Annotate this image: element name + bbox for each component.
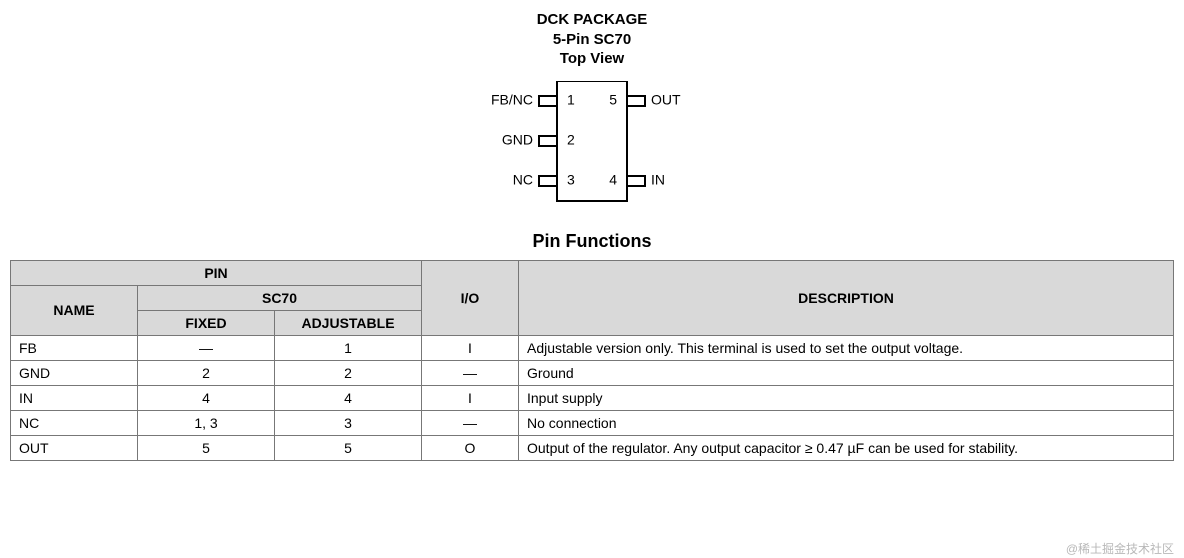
pin-5-box — [627, 96, 645, 106]
header-line-1: DCK PACKAGE — [10, 10, 1174, 30]
pin-5-num: 5 — [609, 91, 617, 107]
pin-5-label: OUT — [651, 91, 681, 107]
pin-4-box — [627, 176, 645, 186]
cell-io: I — [422, 335, 519, 360]
cell-name: OUT — [11, 435, 138, 460]
pin-3-num: 3 — [567, 171, 575, 187]
cell-description: Output of the regulator. Any output capa… — [519, 435, 1174, 460]
table-row: OUT55OOutput of the regulator. Any outpu… — [11, 435, 1174, 460]
pin-2-label: GND — [502, 131, 533, 147]
cell-name: GND — [11, 360, 138, 385]
cell-description: Input supply — [519, 385, 1174, 410]
pin-2-box — [539, 136, 557, 146]
cell-description: Ground — [519, 360, 1174, 385]
pin-4-label: IN — [651, 171, 665, 187]
chip-diagram: 1 FB/NC 2 GND 3 NC 5 OUT 4 IN — [10, 81, 1174, 211]
cell-adjustable: 3 — [275, 410, 422, 435]
th-sc70: SC70 — [138, 285, 422, 310]
cell-adjustable: 5 — [275, 435, 422, 460]
cell-description: No connection — [519, 410, 1174, 435]
th-io: I/O — [422, 260, 519, 335]
cell-io: I — [422, 385, 519, 410]
pin-3-box — [539, 176, 557, 186]
chip-svg: 1 FB/NC 2 GND 3 NC 5 OUT 4 IN — [447, 81, 737, 211]
cell-fixed: 5 — [138, 435, 275, 460]
table-row: NC1, 33—No connection — [11, 410, 1174, 435]
th-name: NAME — [11, 285, 138, 335]
header-line-3: Top View — [10, 49, 1174, 69]
pin-1-label: FB/NC — [491, 91, 533, 107]
pin-functions-table: PIN I/O DESCRIPTION NAME SC70 FIXED ADJU… — [10, 260, 1174, 461]
pin-2-num: 2 — [567, 131, 575, 147]
cell-adjustable: 4 — [275, 385, 422, 410]
pin-4-num: 4 — [609, 171, 617, 187]
th-adjustable: ADJUSTABLE — [275, 310, 422, 335]
th-description: DESCRIPTION — [519, 260, 1174, 335]
pin-1-num: 1 — [567, 91, 575, 107]
cell-adjustable: 1 — [275, 335, 422, 360]
table-row: IN44IInput supply — [11, 385, 1174, 410]
cell-name: NC — [11, 410, 138, 435]
table-row: FB—1IAdjustable version only. This termi… — [11, 335, 1174, 360]
cell-io: — — [422, 410, 519, 435]
pin-functions-title: Pin Functions — [10, 231, 1174, 252]
th-pin: PIN — [11, 260, 422, 285]
cell-fixed: 4 — [138, 385, 275, 410]
pin-1-box — [539, 96, 557, 106]
cell-fixed: 1, 3 — [138, 410, 275, 435]
cell-io: — — [422, 360, 519, 385]
table-row: GND22—Ground — [11, 360, 1174, 385]
cell-fixed: — — [138, 335, 275, 360]
cell-io: O — [422, 435, 519, 460]
cell-description: Adjustable version only. This terminal i… — [519, 335, 1174, 360]
cell-name: FB — [11, 335, 138, 360]
package-header: DCK PACKAGE 5-Pin SC70 Top View — [10, 10, 1174, 69]
pin-3-label: NC — [513, 171, 533, 187]
watermark: @稀土掘金技术社区 — [1066, 540, 1174, 557]
th-fixed: FIXED — [138, 310, 275, 335]
cell-adjustable: 2 — [275, 360, 422, 385]
header-line-2: 5-Pin SC70 — [10, 30, 1174, 50]
cell-name: IN — [11, 385, 138, 410]
cell-fixed: 2 — [138, 360, 275, 385]
